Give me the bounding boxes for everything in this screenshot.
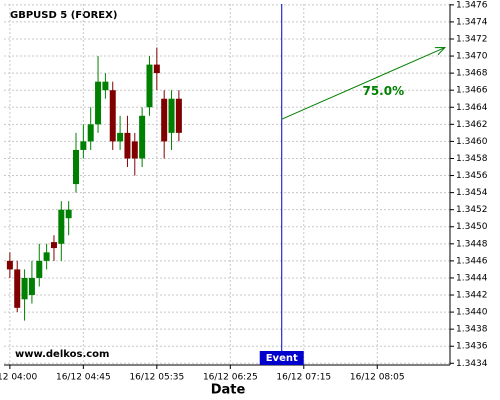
y-tick-label: 1.3466 <box>456 86 488 96</box>
candle-body <box>6 260 13 270</box>
y-tick-label: 1.3472 <box>456 34 488 44</box>
x-tick-label: 16/12 04:00 <box>0 373 38 383</box>
candle-body <box>168 98 175 133</box>
candle-body <box>50 242 57 249</box>
candle-body <box>65 209 72 219</box>
forecast-arrow <box>281 47 446 120</box>
x-axis-label: Date <box>211 383 246 398</box>
x-tick-label: 16/12 08:05 <box>350 373 405 383</box>
candle-body <box>73 149 80 185</box>
candle-body <box>14 269 21 308</box>
candle-body <box>109 90 116 142</box>
y-tick-label: 1.3454 <box>456 188 488 198</box>
candle-body <box>87 124 94 142</box>
candle-body <box>58 209 65 244</box>
y-tick-label: 1.3476 <box>456 0 488 10</box>
y-tick-label: 1.3448 <box>456 239 488 249</box>
arrow-head <box>434 47 447 56</box>
y-tick-label: 1.3464 <box>456 103 488 113</box>
y-tick-label: 1.3434 <box>456 359 488 369</box>
candle-body <box>131 141 138 159</box>
x-tick-label: 16/12 04:45 <box>56 373 111 383</box>
x-tick-label: 16/12 07:15 <box>276 373 331 383</box>
candle-body <box>139 115 146 159</box>
y-tick-label: 1.3462 <box>456 120 488 130</box>
candle-body <box>95 81 102 125</box>
x-tick-label: 16/12 06:25 <box>203 373 258 383</box>
candle-body <box>80 141 87 150</box>
candle-body <box>124 132 131 159</box>
candle-body <box>146 64 153 108</box>
y-tick-label: 1.3442 <box>456 291 488 301</box>
candle-body <box>161 98 168 142</box>
candle-body <box>21 277 28 300</box>
forecast-label: 75.0% <box>362 84 404 98</box>
chart-title: GBPUSD 5 (FOREX) <box>10 10 117 21</box>
y-tick-label: 1.3474 <box>456 17 488 27</box>
candle-body <box>36 260 43 278</box>
y-tick-label: 1.3438 <box>456 325 488 335</box>
event-box <box>259 351 304 365</box>
candle-body <box>102 81 109 91</box>
x-tick-label: 16/12 05:35 <box>129 373 184 383</box>
candle-body <box>43 252 50 261</box>
y-tick-label: 1.3456 <box>456 171 488 181</box>
event-label: Event <box>266 353 298 364</box>
y-tick-label: 1.3444 <box>456 273 488 283</box>
y-tick-label: 1.3468 <box>456 69 488 79</box>
candle-body <box>153 64 160 74</box>
y-tick-label: 1.3458 <box>456 154 488 164</box>
y-tick-label: 1.3470 <box>456 52 488 62</box>
candle-body <box>175 98 182 133</box>
y-tick-label: 1.3452 <box>456 205 488 215</box>
y-tick-label: 1.3440 <box>456 308 488 318</box>
candle-body <box>117 132 124 142</box>
candle-body <box>28 277 35 296</box>
y-tick-label: 1.3450 <box>456 222 488 232</box>
y-tick-label: 1.3436 <box>456 342 488 352</box>
watermark: www.delkos.com <box>15 349 109 360</box>
y-tick-label: 1.3460 <box>456 137 488 147</box>
y-tick-label: 1.3446 <box>456 256 488 266</box>
